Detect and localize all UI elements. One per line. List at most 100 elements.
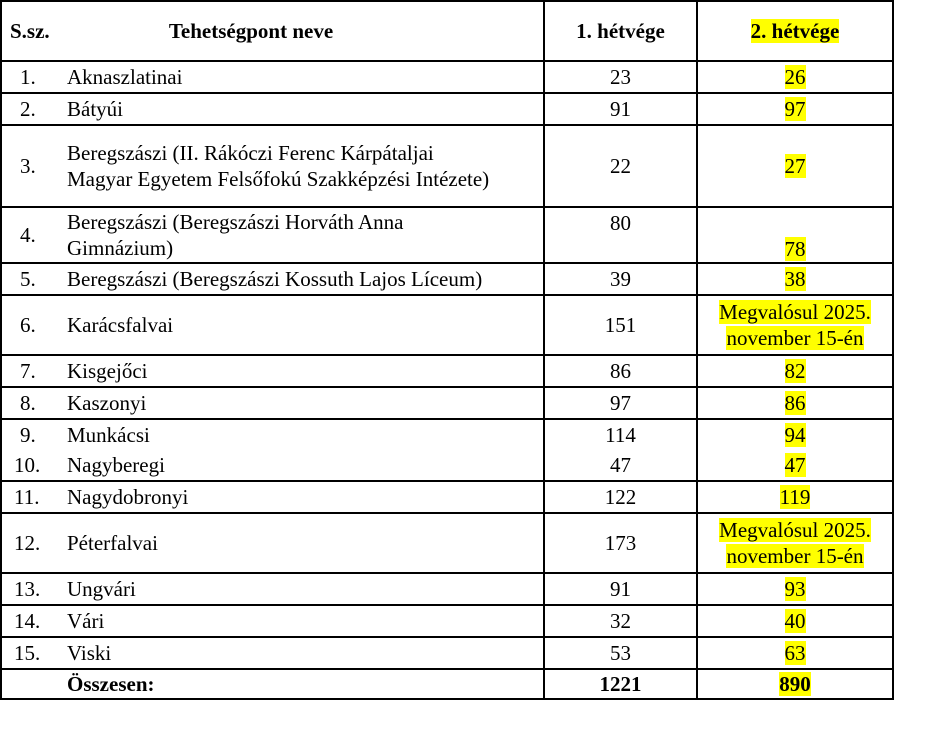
row-num: 11.: [0, 480, 59, 514]
row-week1: 97: [543, 386, 698, 420]
row-week2: 97: [696, 92, 894, 126]
table-row: 15. Viski 53 63: [0, 636, 894, 670]
row-num: 4.: [0, 206, 59, 264]
row-week2: 27: [696, 124, 894, 208]
row-week2: 93: [696, 572, 894, 606]
row-week1: 32: [543, 604, 698, 638]
total-num: [0, 668, 59, 700]
row-week2: Megvalósul 2025. november 15-én: [696, 512, 894, 574]
row-week2: 26: [696, 60, 894, 94]
row-name: Nagydobronyi: [59, 480, 545, 514]
row-week2: Megvalósul 2025. november 15-én: [696, 294, 894, 356]
table-row: 3. Beregszászi (II. Rákóczi Ferenc Kárpá…: [0, 124, 894, 208]
row-week2-value: 27: [784, 154, 806, 178]
table-row: 13. Ungvári 91 93: [0, 572, 894, 606]
row-name: Beregszászi (II. Rákóczi Ferenc Kárpátal…: [59, 124, 545, 208]
row-name: Beregszászi (Beregszászi Horváth Anna Gi…: [59, 206, 545, 264]
table-row: 8. Kaszonyi 97 86: [0, 386, 894, 420]
row-week2: 119: [696, 480, 894, 514]
row-num: 14.: [0, 604, 59, 638]
row-week2-value: 26: [784, 65, 806, 89]
row-name: Nagyberegi: [59, 450, 545, 482]
row-week2-value: 94: [784, 423, 806, 447]
row-num: 6.: [0, 294, 59, 356]
row-week2-value: 47: [784, 453, 806, 477]
row-week1: 173: [543, 512, 698, 574]
table-row: 1. Aknaszlatinai 23 26: [0, 60, 894, 94]
header-num: S.sz.: [0, 0, 59, 62]
row-week1: 91: [543, 572, 698, 606]
row-week1: 86: [543, 354, 698, 388]
table-row: 4. Beregszászi (Beregszászi Horváth Anna…: [0, 206, 894, 264]
header-week2-label: 2. hétvége: [750, 19, 840, 43]
table-row: 10. Nagyberegi 47 47: [0, 450, 894, 482]
table-row: 2. Bátyúi 91 97: [0, 92, 894, 126]
row-name: Aknaszlatinai: [59, 60, 545, 94]
table-row: 5. Beregszászi (Beregszászi Kossuth Lajo…: [0, 262, 894, 296]
row-name: Ungvári: [59, 572, 545, 606]
row-week1: 47: [543, 450, 698, 482]
row-week2-value: 38: [784, 267, 806, 291]
table-row: 14. Vári 32 40: [0, 604, 894, 638]
row-name: Kaszonyi: [59, 386, 545, 420]
row-week1: 80: [543, 206, 698, 264]
row-week2-value: 63: [784, 641, 806, 665]
total-week2-value: 890: [779, 672, 811, 696]
row-week1: 53: [543, 636, 698, 670]
row-num: 5.: [0, 262, 59, 296]
row-name: Beregszászi (Beregszászi Kossuth Lajos L…: [59, 262, 545, 296]
total-week1: 1221: [543, 668, 698, 700]
row-week1: 39: [543, 262, 698, 296]
participants-table: S.sz. Tehetségpont neve 1. hétvége 2. hé…: [0, 0, 894, 700]
row-name: Vári: [59, 604, 545, 638]
row-week2: 86: [696, 386, 894, 420]
row-num: 13.: [0, 572, 59, 606]
header-row: S.sz. Tehetségpont neve 1. hétvége 2. hé…: [0, 0, 894, 62]
row-name: Karácsfalvai: [59, 294, 545, 356]
row-week1: 122: [543, 480, 698, 514]
row-name: Bátyúi: [59, 92, 545, 126]
table-row: 7. Kisgejőci 86 82: [0, 354, 894, 388]
row-num: 1.: [0, 60, 59, 94]
row-num: 10.: [0, 450, 59, 482]
row-week1: 151: [543, 294, 698, 356]
row-week1: 91: [543, 92, 698, 126]
row-num: 15.: [0, 636, 59, 670]
row-week1: 23: [543, 60, 698, 94]
row-week2-value: 97: [784, 97, 806, 121]
row-week2-note-line1: Megvalósul 2025.: [719, 518, 871, 542]
row-num: 3.: [0, 124, 59, 208]
row-week2: 47: [696, 450, 894, 482]
header-week1: 1. hétvége: [543, 0, 698, 62]
row-week2-value: 78: [784, 237, 806, 261]
header-week2: 2. hétvége: [696, 0, 894, 62]
row-week2-note-line2: november 15-én: [726, 326, 864, 350]
row-name: Péterfalvai: [59, 512, 545, 574]
row-num: 9.: [0, 418, 59, 450]
row-week2: 94: [696, 418, 894, 450]
row-week2-note-line2: november 15-én: [726, 544, 864, 568]
row-week1: 114: [543, 418, 698, 450]
total-row: Összesen: 1221 890: [0, 668, 894, 700]
row-num: 7.: [0, 354, 59, 388]
table-row: 11. Nagydobronyi 122 119: [0, 480, 894, 514]
table-row: 9. Munkácsi 114 94: [0, 418, 894, 450]
row-week2: 82: [696, 354, 894, 388]
header-name: Tehetségpont neve: [59, 0, 545, 62]
table-row: 6. Karácsfalvai 151 Megvalósul 2025. nove…: [0, 294, 894, 356]
row-week2-value: 93: [784, 577, 806, 601]
row-week2-value: 82: [784, 359, 806, 383]
row-week2-value: 86: [784, 391, 806, 415]
row-week2: 40: [696, 604, 894, 638]
row-name: Munkácsi: [59, 418, 545, 450]
row-week2: 38: [696, 262, 894, 296]
row-week2-value: 119: [779, 485, 811, 509]
table-row: 12. Péterfalvai 173 Megvalósul 2025. nove…: [0, 512, 894, 574]
row-num: 12.: [0, 512, 59, 574]
row-week2-note-line1: Megvalósul 2025.: [719, 300, 871, 324]
total-label: Összesen:: [59, 668, 545, 700]
row-name: Kisgejőci: [59, 354, 545, 388]
row-num: 8.: [0, 386, 59, 420]
row-name: Viski: [59, 636, 545, 670]
row-week2: 78: [696, 206, 894, 264]
